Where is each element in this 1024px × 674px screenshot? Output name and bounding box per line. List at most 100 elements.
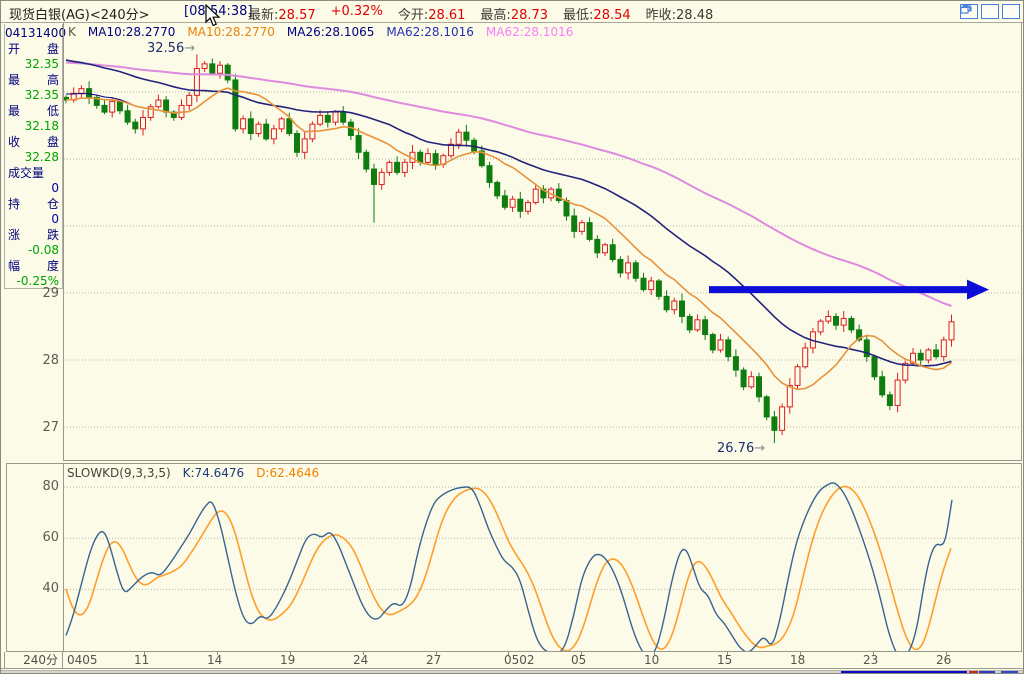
date-label: 0405 [67,653,98,667]
quote-label: 涨跌 [8,228,59,242]
quote-field-value: 28.57 [278,8,316,23]
axis-tick [946,652,947,655]
slowkd-k-line [65,482,953,651]
quote-label: 持仓 [8,197,59,211]
quote-field-value: 28.54 [593,8,631,23]
date-label: 14 [207,653,223,667]
ma-readout: MA62:28.1016 [485,25,574,39]
quote-value: 32.28 [24,150,59,164]
quote-fields-list: 开盘 32.35 最高 32.35 最低 32.18 收盘 32.28 成交量 0 持仓 0 涨跌 -0.… [5,41,62,289]
instrument-title: 现货白银(AG)<240分> [9,8,150,23]
axis-tick [654,652,655,655]
axis-tick [800,652,801,655]
quote-field-label: 最低: [563,8,594,23]
quote-field-label: 昨收: [645,8,677,23]
quote-value: -0.25% [16,274,59,288]
quote-value: 32.18 [24,119,59,133]
quote-label: 成交量 [8,166,45,180]
axis-tick [144,652,145,655]
date-label: 19 [280,653,296,667]
clock-time: [08:54:38] [184,4,253,19]
annotation-arrow-icon: → [184,41,196,56]
date-label: 18 [790,653,806,667]
sub-y-axis-label: 60 [42,530,59,545]
mouse-cursor [205,4,221,27]
high-price-annotation: 32.56→ [147,41,196,56]
taskbar-fragment [969,671,978,673]
main-y-axis-label: 28 [42,353,59,368]
taskbar-fragment [841,671,967,673]
quote-label: 最低 [8,104,59,118]
quote-field-value: +0.32% [330,4,383,19]
axis-tick [727,652,728,655]
date-label: 10 [644,653,660,667]
date-label: 0502 [504,653,535,667]
sub-y-axis-label: 80 [42,479,59,494]
date-label: 26 [936,653,952,667]
quote-field: +0.32% [331,4,383,23]
quote-summary: 最新:28.57 +0.32% 今开:28.61 最高:28.73 最低:28.54 昨收… [248,4,713,23]
x-axis-strip: 240分 0405 11 14 19 24 27 0502 05 10 15 18 23 26 [1,652,1023,669]
taskbar-fragment [979,671,995,673]
low-price-annotation: 26.76→ [717,441,766,456]
quote-value: -0.08 [27,243,59,257]
candlestick-chart[interactable] [64,23,1021,459]
candles [64,54,955,444]
quote-label: 最高 [8,73,59,87]
nav-buttons [960,4,1020,19]
bottom-edge-sliver [1,670,1023,673]
quote-field-label: 最高: [480,8,511,23]
main-chart-panel[interactable]: K MA10:28.2770 MA10:28.2770 MA26:28.1065 MA… [63,23,1022,461]
forward-arrow-button[interactable] [960,4,999,19]
ma-readout: MA62:28.1016 [386,25,474,39]
slowkd-chart[interactable] [64,464,1021,651]
quote-field: 最新:28.57 [248,4,316,23]
axis-tick [217,652,218,655]
quote-field-label: 最新: [248,8,279,23]
date-label: 15 [717,653,733,667]
sub-chart-panel[interactable]: SLOWKD(9,3,3,5) K:74.6476 D:62.4646 [6,463,1022,652]
quote-field-value: 28.61 [428,8,466,23]
quote-value: 0 [51,181,59,195]
quote-value: 0 [51,212,59,226]
quote-value: 32.35 [24,88,59,102]
axis-tick [363,652,364,655]
ma-readout: MA26:28.1065 [286,25,375,39]
ma-readout: MA10:28.2770 [187,25,275,39]
bar-timestamp-code: 04131400 [5,26,67,40]
quote-label: 收盘 [8,135,59,149]
axis-tick [290,652,291,655]
quote-field: 昨收:28.48 [646,4,714,23]
sub-chart-left-divider [63,464,64,651]
quote-label: 幅度 [8,259,59,273]
k-series-label: K [68,25,76,39]
quote-value: 32.35 [24,57,59,71]
cascade-windows-button[interactable] [960,4,1020,19]
sub-y-axis-label: 40 [42,581,59,596]
date-label: 27 [426,653,442,667]
main-y-axis-label: 29 [42,286,59,301]
axis-tick [581,652,582,655]
main-y-axis-label: 27 [42,420,59,435]
quote-field: 最低:28.54 [563,4,631,23]
quote-panel: 04131400 开盘 32.35 最高 32.35 最低 32.18 收盘 32.28 成交量… [4,24,67,289]
ma-readout: MA10:28.2770 [87,25,176,39]
slowkd-d-line [65,485,952,651]
top-info-bar: 现货白银(AG)<240分> [08:54:38] 最新:28.57 +0.32%… [1,1,1023,23]
cascade-windows-icon [960,4,971,14]
annotation-arrow-icon: → [754,441,766,456]
date-label: 23 [863,653,879,667]
quote-field: 最高:28.73 [480,4,548,23]
slowkd-k-value: K:74.6476 [182,466,245,480]
quote-field-label: 今开: [397,8,429,23]
date-label: 05 [571,653,587,667]
axis-tick [436,652,437,655]
quote-label: 开盘 [8,42,59,56]
date-label: 11 [134,653,150,667]
period-label: 240分 [4,652,63,669]
slowkd-name: SLOWKD(9,3,3,5) [67,466,171,480]
quote-field-value: 28.48 [676,8,714,23]
axis-tick [873,652,874,655]
indicator-readout-bar: K MA10:28.2770 MA10:28.2770 MA26:28.1065 MA… [68,25,573,39]
